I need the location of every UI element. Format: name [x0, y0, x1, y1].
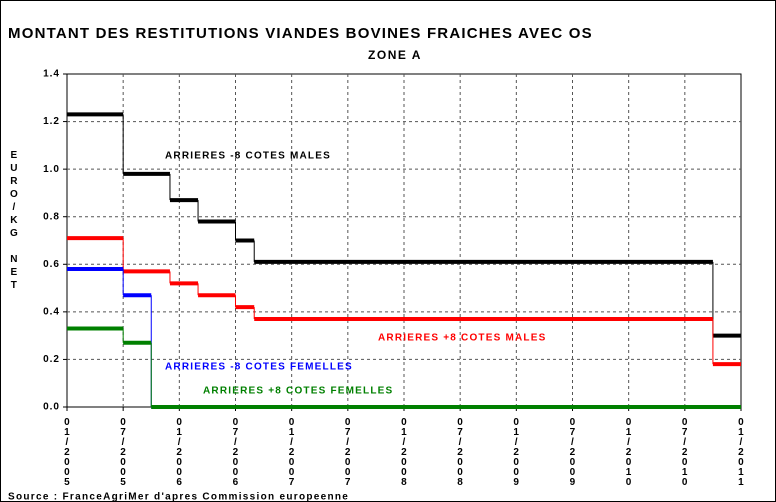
x-tick-label: 01/2009 [511, 417, 522, 487]
x-tick-label: 01/2008 [398, 417, 409, 487]
x-tick-label: 07/2008 [455, 417, 466, 487]
series-label: ARRIERES +8 COTES MALES [378, 333, 546, 344]
y-tick-label: 1.2 [43, 116, 60, 127]
x-tick-label: 01/2011 [735, 417, 746, 487]
series-label: ARRIERES +8 COTES FEMELLES [203, 386, 393, 397]
y-tick-label: 1.4 [43, 69, 60, 80]
x-tick-label: 01/2006 [174, 417, 185, 487]
x-tick-label: 07/2006 [230, 417, 241, 487]
y-axis-label: EURO/KG NET [8, 150, 19, 293]
y-tick-label: 0.8 [43, 211, 60, 222]
chart-title: MONTANT DES RESTITUTIONS VIANDES BOVINES… [8, 25, 593, 42]
y-tick-label: 1.0 [43, 164, 60, 175]
x-tick-label: 07/2009 [567, 417, 578, 487]
series-label: ARRIERES -8 COTES MALES [165, 151, 331, 162]
series-label: ARRIERES -8 COTES FEMELLES [165, 362, 353, 373]
y-tick-label: 0.0 [43, 402, 60, 413]
x-tick-label: 07/2010 [679, 417, 690, 487]
x-tick-label: 01/2007 [286, 417, 297, 487]
y-tick-label: 0.4 [43, 306, 60, 317]
source: Source : FranceAgriMer d'apres Commissio… [8, 492, 349, 502]
chart-subtitle: ZONE A [368, 48, 422, 62]
x-tick-label: 07/2005 [118, 417, 129, 487]
y-tick-label: 0.2 [43, 354, 60, 365]
x-tick-label: 07/2007 [342, 417, 353, 487]
y-tick-label: 0.6 [43, 259, 60, 270]
x-tick-label: 01/2010 [623, 417, 634, 487]
x-tick-label: 01/2005 [61, 417, 72, 487]
